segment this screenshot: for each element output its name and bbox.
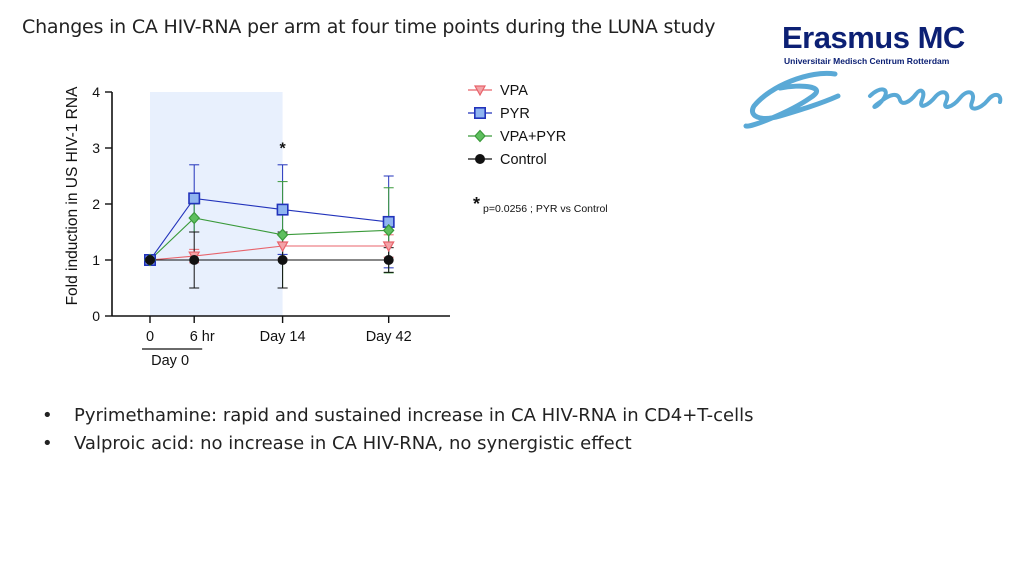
bullet-text: Valproic acid: no increase in CA HIV-RNA…: [74, 433, 632, 454]
legend-marker-vpa-pyr: [474, 129, 486, 143]
x-tick-label: Day 42: [366, 329, 412, 345]
significance-note: p=0.0256 ; PYR vs Control: [483, 203, 608, 215]
data-point-vpa-pyr: [188, 211, 201, 225]
x-tick-label: 6 hr: [190, 329, 215, 345]
shaded-region: [150, 92, 283, 316]
bullet-text: Pyrimethamine: rapid and sustained incre…: [74, 405, 754, 426]
data-point-control: [383, 255, 394, 265]
legend-marker-vpa: [473, 85, 487, 97]
y-tick-label: 4: [92, 84, 100, 100]
slide-title: Changes in CA HIV-RNA per arm at four ti…: [22, 16, 716, 38]
legend-marker-pyr: [473, 107, 486, 120]
y-tick-label: 2: [92, 196, 100, 212]
data-point-vpa: [276, 241, 289, 253]
logo-subtitle: Universitair Medisch Centrum Rotterdam: [784, 56, 950, 66]
significance-marker: *: [279, 141, 286, 158]
y-axis-label: Fold induction in US HIV-1 RNA: [64, 86, 81, 305]
logo-wave-icon: [743, 70, 1003, 129]
significance-note-marker: *: [473, 194, 480, 214]
data-point-vpa: [382, 241, 395, 253]
erasmus-mc-logo: Erasmus MC Universitair Medisch Centrum …: [740, 18, 1020, 138]
fold-induction-chart: 0 1 2 3 4 Fold induction in US HIV-1 RNA 0 6 hr…: [64, 83, 608, 369]
x-tick-label: Day 14: [260, 329, 306, 345]
legend-label-control: Control: [500, 152, 547, 168]
legend-label-pyr: PYR: [500, 106, 530, 122]
bullet-dot-icon: •: [42, 405, 53, 426]
data-point-pyr: [276, 203, 289, 216]
legend-label-vpa-pyr: VPA+PYR: [500, 129, 566, 145]
data-point-vpa-pyr: [382, 223, 395, 237]
y-tick-label: 1: [92, 252, 100, 268]
data-point-control: [189, 255, 200, 265]
data-point-pyr: [188, 192, 201, 205]
legend-label-vpa: VPA: [500, 83, 528, 99]
y-tick-label: 3: [92, 140, 100, 156]
series-line-vpa-pyr: [149, 217, 389, 261]
series-line-pyr: [149, 197, 389, 261]
bullet-list: • Pyrimethamine: rapid and sustained incr…: [40, 402, 754, 458]
data-point-control: [145, 255, 155, 265]
data-point-vpa-pyr: [276, 228, 289, 242]
x-group-label: Day 0: [151, 353, 189, 369]
logo-name: Erasmus MC: [782, 20, 965, 55]
bullet-dot-icon: •: [42, 433, 53, 454]
x-tick-label: 0: [146, 329, 154, 345]
legend-marker-control: [475, 154, 485, 164]
bullet-item: • Pyrimethamine: rapid and sustained incr…: [40, 402, 754, 430]
y-tick-label: 0: [92, 308, 100, 324]
data-point-control: [277, 255, 288, 265]
bullet-item: • Valproic acid: no increase in CA HIV-RN…: [40, 430, 754, 458]
series-line-vpa: [149, 245, 389, 261]
